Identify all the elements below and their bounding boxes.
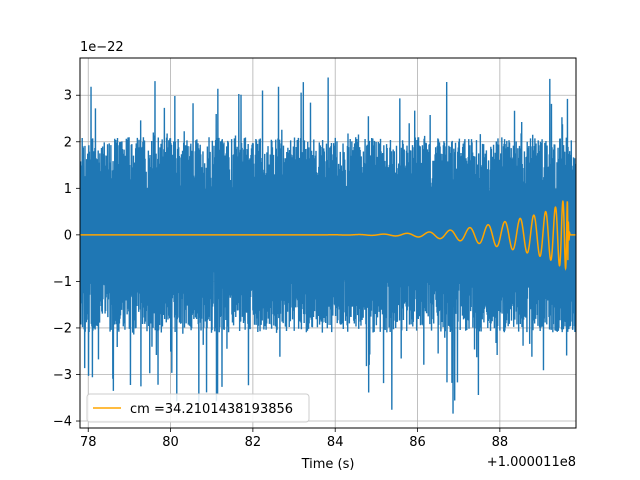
y-tick-label: 1	[64, 182, 72, 197]
plot-data	[80, 77, 576, 414]
y-tick-label: −1	[53, 275, 72, 290]
y-tick-label: 3	[64, 89, 72, 104]
plot-frame	[79, 57, 577, 429]
legend-box	[86, 393, 310, 423]
series-chirp-template	[80, 199, 576, 271]
x-tick-label: 78	[80, 435, 97, 450]
y-tick-label: −3	[53, 368, 72, 383]
y-tick-label: 0	[64, 228, 72, 243]
x-tick-label: 84	[327, 435, 344, 450]
x-tick-label: 88	[492, 435, 509, 450]
legend-label-template: cm =34.2101438193856	[130, 402, 293, 417]
y-tick-label: 2	[64, 135, 72, 150]
series-strain-noise	[80, 77, 576, 414]
y-tick-label: −2	[53, 321, 72, 336]
x-tick-label: 86	[409, 435, 426, 450]
legend: cm =34.2101438193856	[86, 393, 310, 423]
x-offset-label: +1.000011e8	[487, 455, 576, 470]
x-axis-label: Time (s)	[301, 457, 355, 472]
y-tick-label: −4	[53, 415, 72, 430]
y-scale-label: 1e−22	[80, 40, 124, 55]
x-tick-label: 82	[245, 435, 262, 450]
axis-ticks: 78 80 82 84 86 88 3 2 1 0 −1 −2 −3 −4	[53, 89, 508, 450]
x-tick-label: 80	[162, 435, 179, 450]
